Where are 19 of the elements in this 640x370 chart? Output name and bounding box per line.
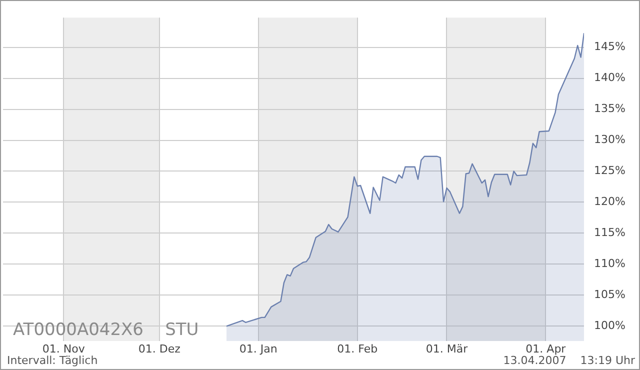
x-tick-label: 01. Mär xyxy=(426,342,468,356)
x-tick-label: 01. Jan xyxy=(239,342,278,356)
y-tick-label: 135% xyxy=(594,102,626,116)
y-tick-label: 115% xyxy=(594,226,626,240)
y-tick-label: 140% xyxy=(594,71,626,84)
y-tick-label: 105% xyxy=(594,288,626,302)
text: 13.04.2007 13:19 Uhr xyxy=(503,354,636,367)
x-tick-label: 01. Nov xyxy=(42,342,86,356)
annotation: AT0000A042X6 STU xyxy=(13,320,199,340)
y-tick-label: 120% xyxy=(594,195,626,208)
x-tick-label: 01. Apr xyxy=(526,342,566,356)
text: Intervall: Täglich xyxy=(7,354,98,367)
x-tick-label: 01. Feb xyxy=(337,342,378,356)
y-tick-label: 125% xyxy=(594,164,626,178)
y-tick-label: 130% xyxy=(594,133,626,146)
x-tick-label: 01. Dez xyxy=(138,342,181,356)
y-tick-label: 110% xyxy=(594,257,626,270)
y-tick-label: 145% xyxy=(594,40,626,54)
y-tick-label: 100% xyxy=(594,318,626,332)
